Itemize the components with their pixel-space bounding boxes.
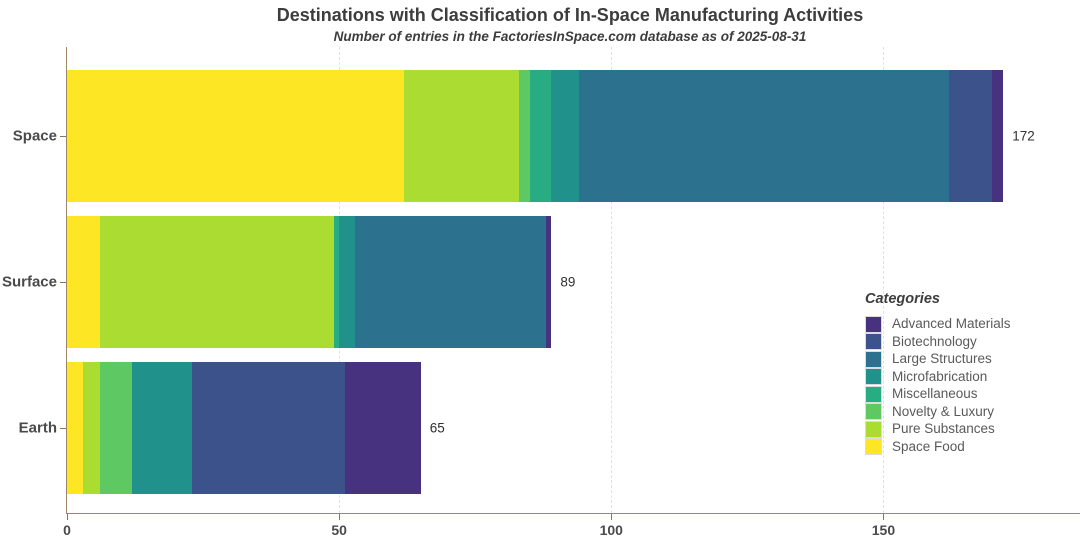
legend-item-novelty-luxury: Novelty & Luxury [865, 403, 1011, 420]
bar-segment-earth-microfabrication [132, 362, 193, 494]
y-tick [60, 282, 66, 283]
legend-item-space-food: Space Food [865, 438, 1011, 455]
legend-label: Space Food [892, 438, 965, 454]
legend-label: Miscellaneous [892, 386, 978, 401]
legend-swatch [865, 403, 882, 420]
y-axis-label-earth: Earth [18, 419, 57, 437]
bar-segment-surface-space-food [67, 216, 100, 348]
legend-item-miscellaneous: Miscellaneous [865, 385, 1011, 403]
bar-segment-space-advanced-materials [992, 70, 1004, 202]
bar-segment-space-large-structures [578, 70, 949, 202]
y-tick [60, 428, 66, 429]
bar-segment-space-space-food [67, 70, 405, 202]
legend-item-large-structures: Large Structures [865, 350, 1011, 368]
x-tick-label: 150 [871, 522, 896, 538]
x-tick [339, 514, 341, 520]
bar-total-label: 172 [1012, 128, 1035, 144]
bar-segment-surface-pure-substances [99, 216, 334, 348]
bar-segment-surface-miscellaneous [333, 216, 340, 348]
bar-segment-earth-novelty-luxury [99, 362, 133, 494]
legend-item-biotechnology: Biotechnology [865, 333, 1011, 350]
legend-swatch [865, 333, 882, 350]
bar-segment-surface-large-structures [355, 216, 546, 348]
legend-swatch [865, 368, 882, 385]
chart-subtitle: Number of entries in the FactoriesInSpac… [333, 29, 807, 44]
legend-swatch [865, 385, 882, 403]
bar-segment-surface-microfabrication [339, 216, 356, 348]
x-tick-label: 50 [331, 522, 347, 538]
legend-swatch [865, 438, 882, 455]
x-tick [67, 514, 68, 520]
legend-label: Novelty & Luxury [892, 403, 995, 419]
x-tick-label: 0 [63, 522, 71, 538]
y-axis-label-space: Space [12, 127, 57, 145]
y-axis-line [66, 47, 67, 513]
legend-label: Biotechnology [892, 333, 977, 349]
x-tick [611, 514, 613, 520]
x-tick-label: 100 [599, 522, 623, 538]
legend-swatch [865, 315, 882, 333]
bar-segment-space-miscellaneous [529, 70, 552, 202]
y-tick [60, 136, 66, 137]
bar-total-label: 65 [429, 420, 445, 436]
bar-segment-surface-advanced-materials [545, 216, 552, 348]
legend-title: Categories [865, 291, 940, 307]
bar-segment-earth-pure-substances [83, 362, 100, 494]
x-tick [883, 514, 885, 520]
y-axis-label-surface: Surface [1, 273, 57, 291]
bar-segment-earth-biotechnology [192, 362, 345, 494]
x-axis-line [66, 513, 1080, 514]
legend-label: Advanced Materials [892, 316, 1011, 331]
legend-label: Large Structures [892, 351, 992, 366]
bar-segment-earth-space-food [67, 362, 84, 494]
bar-total-label: 89 [560, 274, 576, 290]
legend-item-advanced-materials: Advanced Materials [865, 315, 1011, 333]
legend-label: Pure Substances [892, 421, 995, 436]
gridline [611, 47, 613, 513]
legend: Categories Advanced Materials Biotechnolo… [865, 291, 1011, 456]
bar-segment-space-novelty-luxury [518, 70, 530, 202]
legend-label: Microfabrication [892, 368, 988, 384]
bar-segment-earth-advanced-materials [344, 362, 421, 494]
bar-segment-space-biotechnology [948, 70, 993, 202]
legend-item-pure-substances: Pure Substances [865, 420, 1011, 438]
legend-items: Advanced Materials Biotechnology Large Str… [865, 315, 1011, 455]
bar-segment-space-pure-substances [404, 70, 519, 202]
chart-title: Destinations with Classification of In-S… [276, 5, 864, 25]
bar-segment-space-microfabrication [551, 70, 579, 202]
legend-swatch [865, 350, 882, 368]
legend-item-microfabrication: Microfabrication [865, 368, 1011, 385]
gridline [883, 47, 885, 513]
legend-swatch [865, 420, 882, 438]
